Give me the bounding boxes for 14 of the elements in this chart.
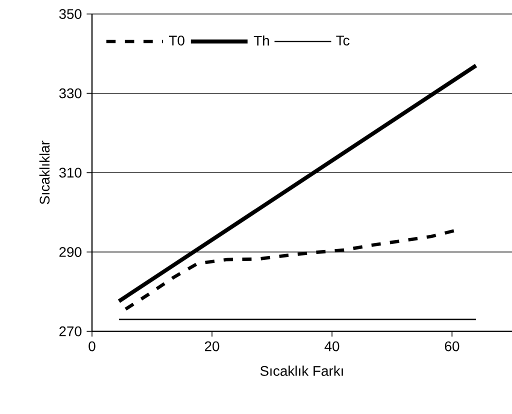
y-axis-title: Sıcaklıklar <box>39 140 50 204</box>
y-tick-label: 270 <box>59 326 82 336</box>
x-tick-label: 20 <box>204 341 220 352</box>
legend-label: Th <box>254 35 269 46</box>
y-tick-label: 290 <box>59 247 82 257</box>
x-tick-label: 60 <box>444 341 460 352</box>
x-tick-label: 40 <box>324 341 340 352</box>
x-axis-title: Sıcaklık Farkı <box>260 366 343 376</box>
y-tick-label: 350 <box>59 9 82 19</box>
x-tick-label: 0 <box>88 341 96 352</box>
legend-label: T0 <box>168 36 184 46</box>
legend-label: Tc <box>336 36 350 46</box>
y-tick-label: 330 <box>59 88 82 98</box>
y-tick-label: 310 <box>59 168 82 178</box>
